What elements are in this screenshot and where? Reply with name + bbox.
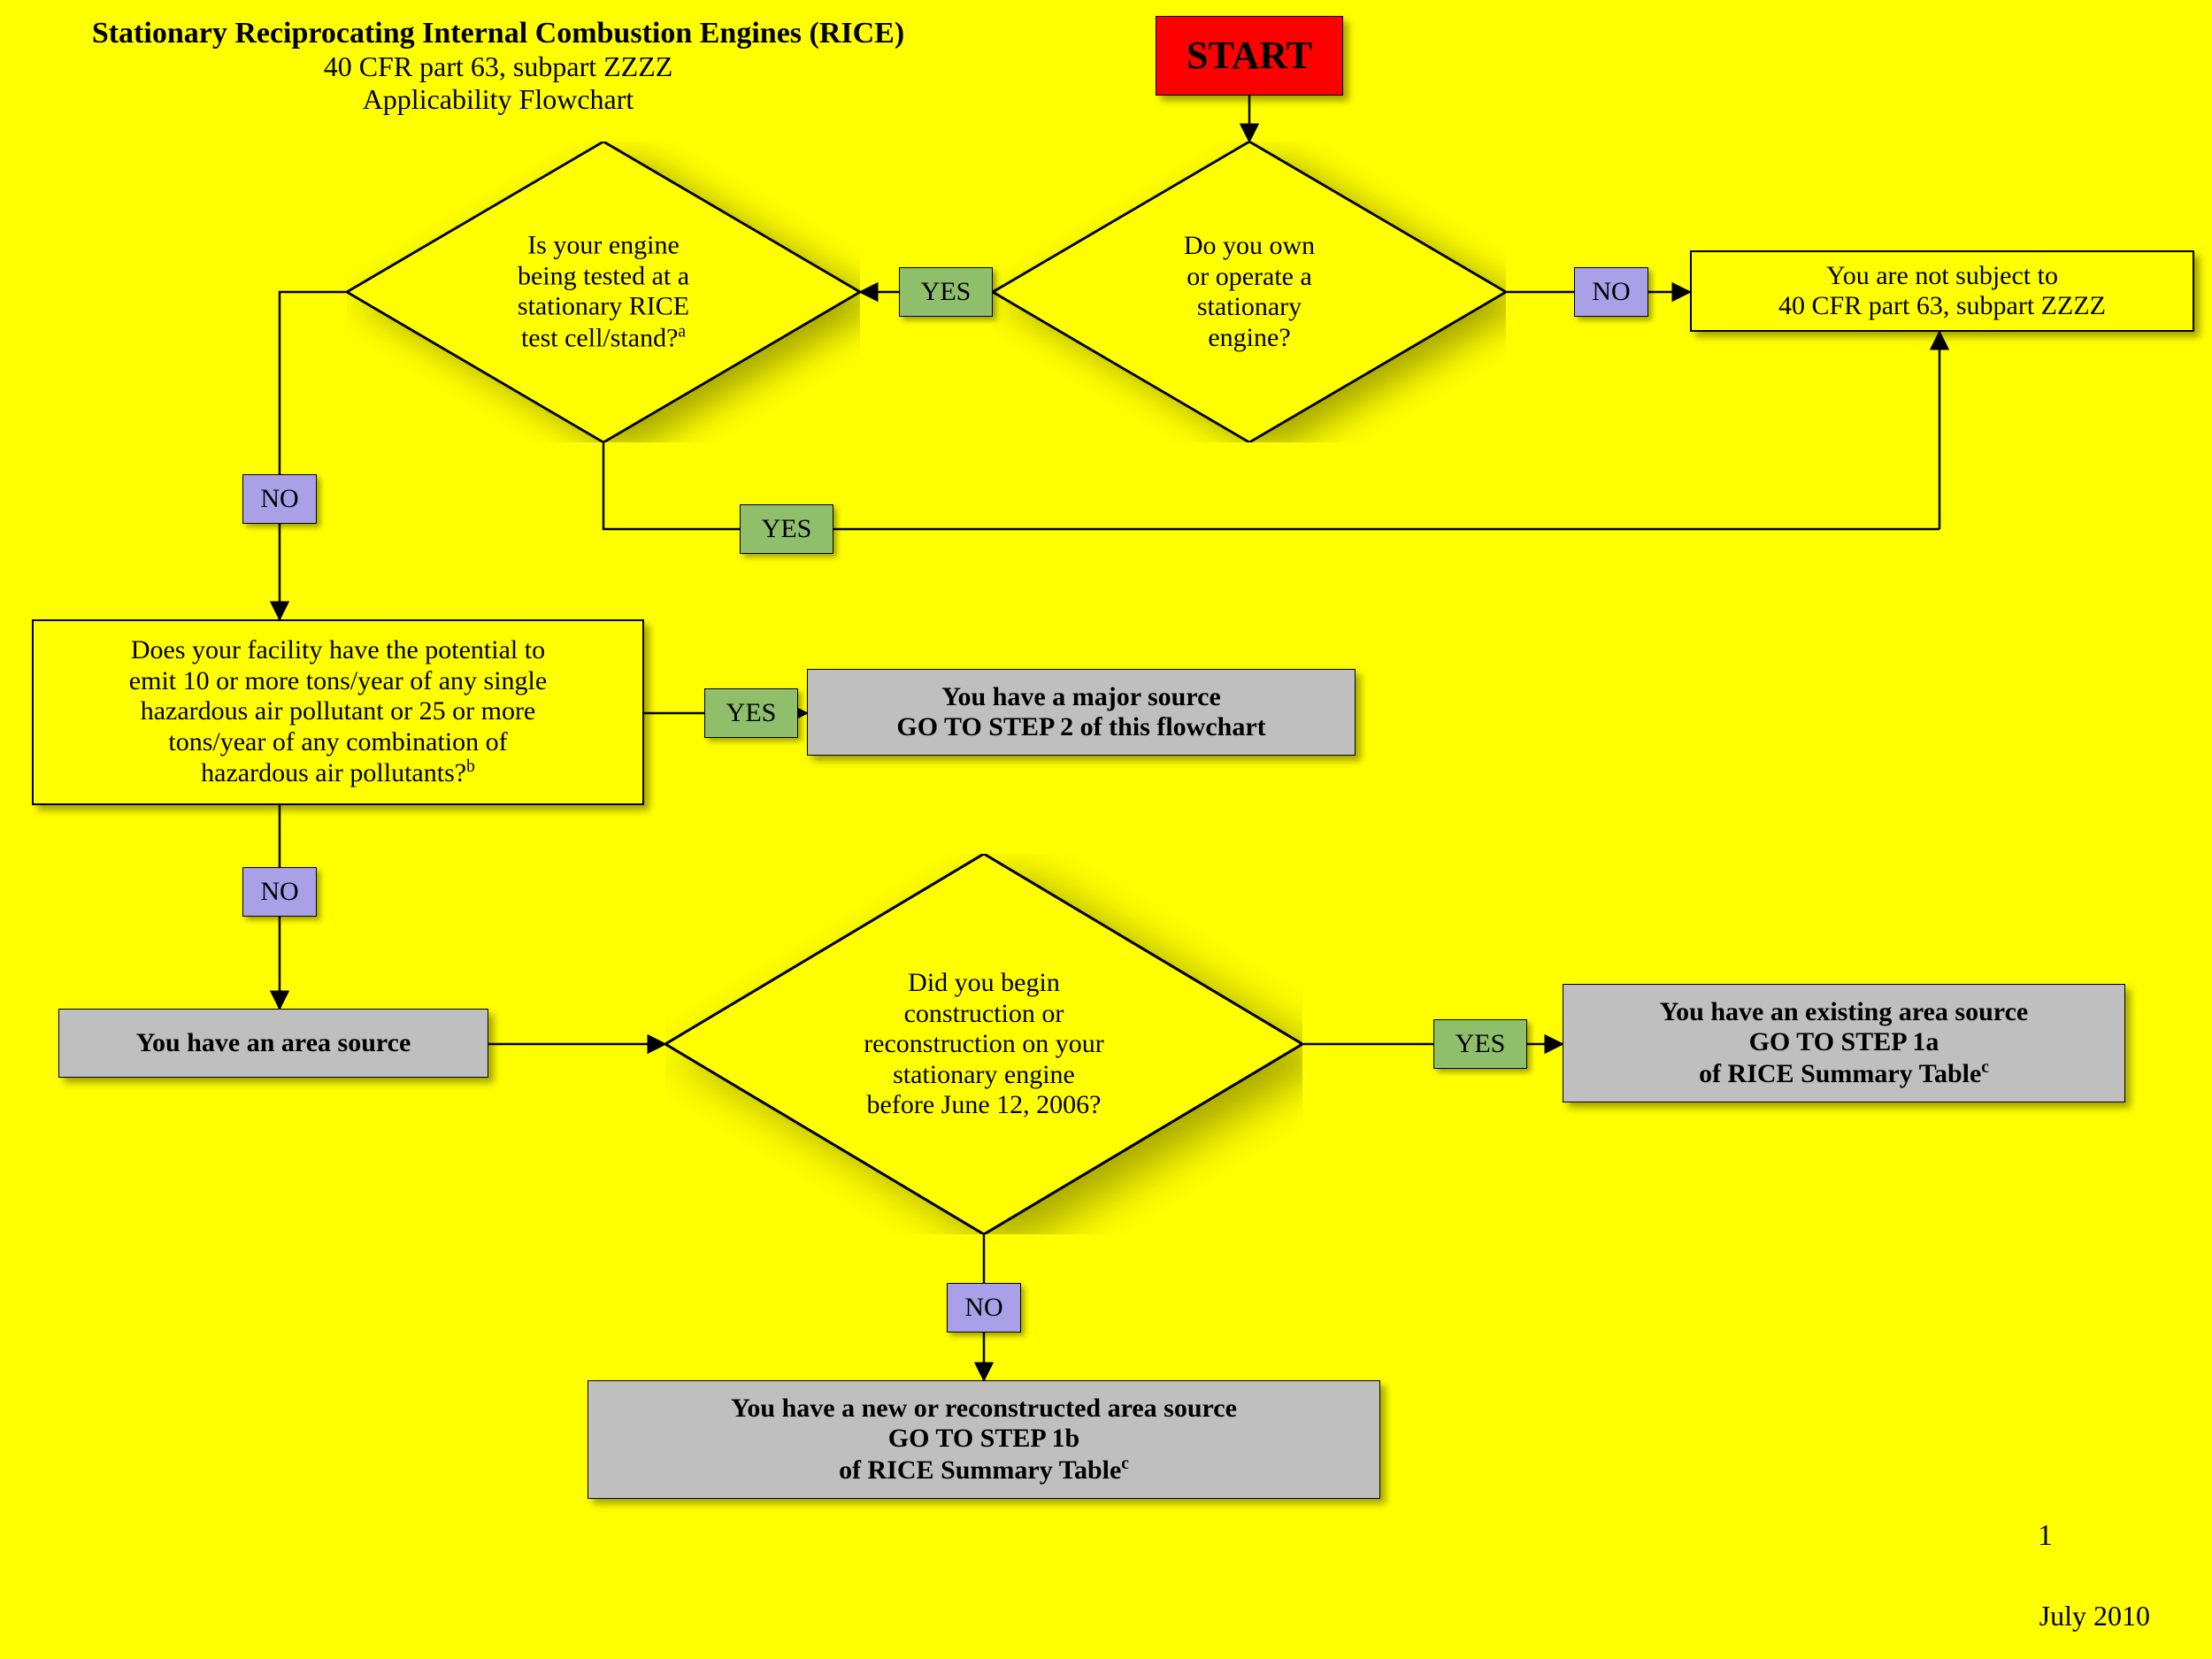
footer-date: July 2010 bbox=[2039, 1600, 2150, 1632]
title-line2: 40 CFR part 63, subpart ZZZZ bbox=[324, 50, 673, 83]
label-yes-facility-to-major: YES bbox=[704, 688, 798, 738]
outcome-new-line2: GO TO STEP 1b bbox=[888, 1424, 1080, 1455]
decision-facility-potential: Does your facility have the potential to… bbox=[32, 619, 644, 805]
outcome-area-source: You have an area source bbox=[58, 1009, 488, 1078]
outcome-existing-line2: GO TO STEP 1a bbox=[1749, 1027, 1939, 1058]
outcome-new-line1: You have a new or reconstructed area sou… bbox=[731, 1394, 1237, 1425]
decision-test-cell-text: Is your enginebeing tested at astationar… bbox=[398, 231, 809, 354]
outcome-area-line1: You have an area source bbox=[136, 1028, 411, 1059]
decision-own-operate-text: Do you ownor operate astationaryengine? bbox=[1044, 231, 1455, 353]
decision-construction-date-text: Did you beginconstruction orreconstructi… bbox=[729, 968, 1239, 1121]
label-yes-date-to-existing: YES bbox=[1433, 1019, 1527, 1069]
decision-facility-potential-text: Does your facility have the potential to… bbox=[129, 635, 547, 789]
outcome-major-source: You have a major source GO TO STEP 2 of … bbox=[807, 669, 1356, 756]
title-line1: Stationary Reciprocating Internal Combus… bbox=[92, 16, 904, 50]
outcome-not-subject-text: You are not subject to40 CFR part 63, su… bbox=[1778, 261, 2106, 322]
start-label: START bbox=[1187, 34, 1312, 79]
outcome-not-subject: You are not subject to40 CFR part 63, su… bbox=[1690, 250, 2194, 332]
outcome-major-line2: GO TO STEP 2 of this flowchart bbox=[896, 712, 1265, 743]
start-node: START bbox=[1156, 16, 1343, 96]
outcome-existing-area: You have an existing area source GO TO S… bbox=[1563, 984, 2125, 1102]
outcome-existing-line1: You have an existing area source bbox=[1660, 997, 2028, 1028]
label-no-facility-to-area: NO bbox=[242, 867, 317, 917]
label-no-own-to-notsubj: NO bbox=[1574, 267, 1648, 317]
outcome-new-area: You have a new or reconstructed area sou… bbox=[588, 1380, 1380, 1499]
label-yes-own-to-test: YES bbox=[899, 267, 993, 317]
decision-test-cell: Is your enginebeing tested at astationar… bbox=[347, 142, 860, 442]
title-line3: Applicability Flowchart bbox=[363, 83, 634, 116]
decision-construction-date: Did you beginconstruction orreconstructi… bbox=[665, 854, 1302, 1234]
label-yes-test-to-notsubj: YES bbox=[740, 504, 833, 554]
title-block: Stationary Reciprocating Internal Combus… bbox=[34, 16, 963, 116]
label-no-test-to-facility: NO bbox=[242, 474, 317, 524]
decision-own-operate: Do you ownor operate astationaryengine? bbox=[993, 142, 1506, 442]
outcome-existing-line3: of RICE Summary Tablec bbox=[1699, 1058, 1989, 1090]
outcome-new-line3: of RICE Summary Tablec bbox=[839, 1455, 1129, 1486]
outcome-major-line1: You have a major source bbox=[941, 682, 1221, 713]
label-no-date-to-new: NO bbox=[947, 1283, 1021, 1333]
page-number: 1 bbox=[2038, 1519, 2053, 1553]
